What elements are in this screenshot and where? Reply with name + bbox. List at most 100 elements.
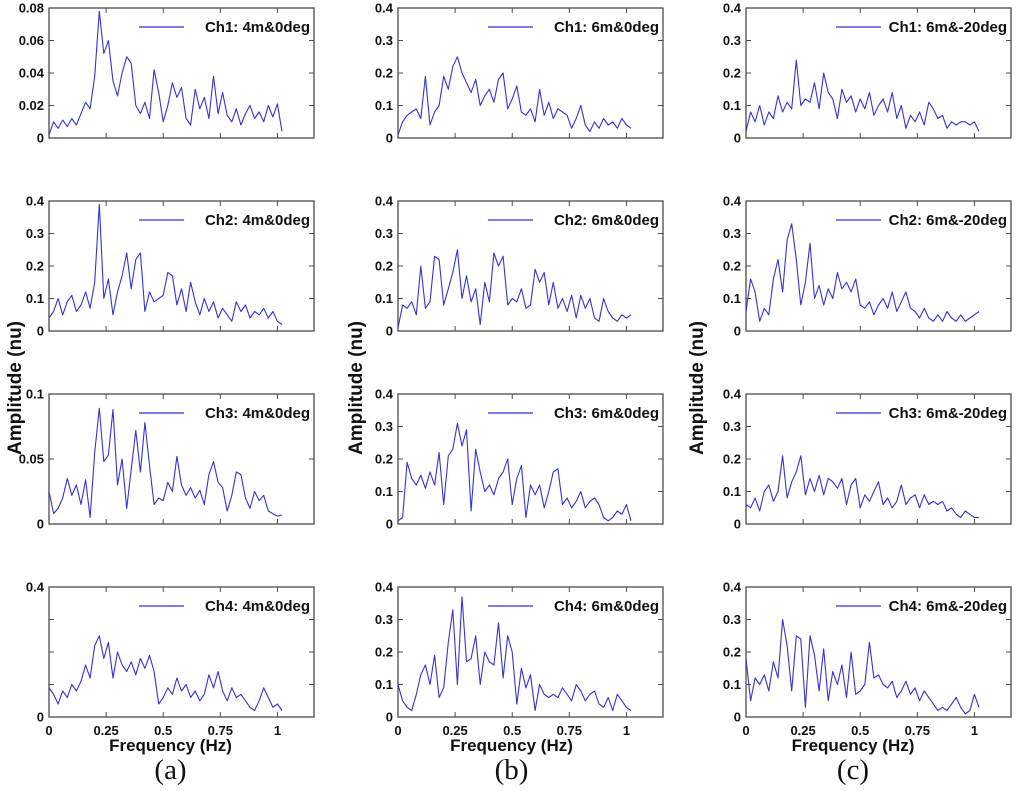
y-tick-label: 0 [734,131,741,146]
subplot-ch2-6m-20deg: 0 0.1 0.2 0.3 0.4 Ch2: 6m&-20deg [723,194,1012,339]
y-tick-label: 0.4 [723,580,742,595]
x-tick-label: 0.75 [208,723,233,738]
y-tick-label: 0 [37,131,44,146]
y-tick-label: 0.2 [26,259,44,274]
y-tick-label: 0 [37,517,44,532]
subplot-slot: 0 0.1 0.2 0.3 0.4 Ch1: 6m&-20deg [682,0,1024,193]
subplot-slot: 0 0.1 0.2 0.3 0.4 Ch2: 6m&0deg [341,193,682,386]
y-tick-label: 0.1 [375,98,393,113]
y-tick-label: 0.4 [723,1,742,16]
x-tick-label: 0 [742,723,749,738]
y-tick-label: 0.3 [375,419,393,434]
subplot-slot: 0 0.1 0.2 0.3 0.4 Ch3: 6m&0deg [341,386,682,579]
y-tick-label: 0.1 [26,291,44,306]
y-tick-label: 0 [386,324,393,339]
subplot-ch1-6m-0deg: 0 0.1 0.2 0.3 0.4 Ch1: 6m&0deg [375,1,664,146]
column-letter-c: (c) [836,754,870,786]
y-tick-label: 0.4 [723,387,742,402]
subplot-slot: 0 0.1 0.2 0.3 0.4 Ch3: 6m&-20deg [682,386,1024,579]
y-tick-label: 0.05 [19,452,44,467]
y-tick-label: 0 [386,131,393,146]
y-tick-label: 0.2 [375,259,393,274]
legend-label: Ch2: 6m&-20deg [889,212,1007,229]
y-tick-label: 0 [37,710,44,725]
y-tick-label: 0.2 [375,645,393,660]
subplot-ch4-4m-0deg: 0 0.25 0.5 0.75 1 0 0.4 Ch4: 4m&0deg [26,580,315,738]
subplot-ch3-6m-0deg: 0 0.1 0.2 0.3 0.4 Ch3: 6m&0deg [375,387,664,532]
legend-label: Ch4: 6m&-20deg [889,598,1007,615]
x-tick-label: 0.75 [557,723,582,738]
x-tick-label: 1 [274,723,281,738]
y-tick-label: 0.04 [19,66,45,81]
subplot-slot: 0 0.1 0.2 0.3 0.4 Ch1: 6m&0deg [341,0,682,193]
y-tick-label: 0 [734,517,741,532]
spectrum-line [745,455,979,519]
spectrum-line [48,203,283,325]
y-tick-label: 0.2 [723,66,741,81]
spectrum-line [48,10,283,135]
y-tick-label: 0.2 [723,645,741,660]
spectrum-line [745,618,980,715]
y-tick-label: 0.4 [375,194,394,209]
x-tick-label: 1 [971,723,978,738]
y-tick-label: 0 [37,324,44,339]
x-tick-label: 0.75 [905,723,930,738]
subplot-ch4-6m-0deg: 0 0.25 0.5 0.75 1 0 0.1 0.2 0.3 0.4 Ch4: 6m&0deg [375,580,664,738]
y-tick-label: 0.1 [375,484,393,499]
subplot-slot: 0 0.25 0.5 0.75 1 0 0.1 0.2 0.3 0.4 Ch4: 6m&-20deg [682,579,1024,791]
spectrum-line [397,249,632,328]
y-tick-label: 0.06 [19,33,44,48]
y-tick-label: 0.1 [26,387,44,402]
y-tick-label: 0.3 [375,612,393,627]
x-tick-label: 0.5 [503,723,521,738]
y-tick-label: 0.4 [375,387,394,402]
y-tick-label: 0.4 [26,580,45,595]
y-tick-label: 0.2 [375,452,393,467]
spectrum-line [397,422,632,522]
legend-label: Ch1: 6m&-20deg [889,19,1007,36]
y-tick-label: 0.3 [375,226,393,241]
subplot-ch1-6m-20deg: 0 0.1 0.2 0.3 0.4 Ch1: 6m&-20deg [723,1,1012,146]
subplot-ch2-4m-0deg: 0 0.1 0.2 0.3 0.4 Ch2: 4m&0deg [26,194,315,339]
y-tick-label: 0.4 [375,1,394,16]
x-axis-label: Frequency (Hz) [791,736,915,755]
figure-column-c: Amplitude (nu) 0 0.1 0.2 0.3 0.4 Ch1: 6m&-20d… [682,0,1024,791]
subplot-ch3-4m-0deg: 0 0.05 0.1 Ch3: 4m&0deg [19,387,315,532]
figure-column-a: Amplitude (nu) 0 0.02 0.04 0.06 0.08 Ch1: 4m&… [0,0,341,791]
subplot-slot: 0 0.1 0.2 0.3 0.4 Ch2: 6m&-20deg [682,193,1024,386]
legend-label: Ch4: 4m&0deg [205,598,310,615]
subplot-ch4-6m-20deg: 0 0.25 0.5 0.75 1 0 0.1 0.2 0.3 0.4 Ch4: 6m&-20deg [723,580,1012,738]
y-tick-label: 0.4 [375,580,394,595]
legend-label: Ch2: 6m&0deg [554,212,659,229]
y-tick-label: 0.3 [723,612,741,627]
legend-label: Ch3: 4m&0deg [205,405,310,422]
x-tick-label: 0.25 [442,723,467,738]
y-tick-label: 0 [386,710,393,725]
subplot-slot: 0 0.1 0.2 0.3 0.4 Ch2: 4m&0deg [0,193,341,386]
subplot-slot: 0 0.25 0.5 0.75 1 0 0.4 Ch4: 4m&0deg [0,579,341,791]
legend-label: Ch2: 4m&0deg [205,212,310,229]
x-tick-label: 0.5 [851,723,869,738]
legend-label: Ch3: 6m&-20deg [889,405,1007,422]
subplot-ch3-6m-20deg: 0 0.1 0.2 0.3 0.4 Ch3: 6m&-20deg [723,387,1012,532]
y-tick-label: 0.3 [375,33,393,48]
subplot-slot: 0 0.25 0.5 0.75 1 0 0.1 0.2 0.3 0.4 Ch4: 6m&0deg [341,579,682,791]
x-tick-label: 0 [45,723,52,738]
legend-label: Ch3: 6m&0deg [554,405,659,422]
spectrum-line [397,596,632,712]
spectrum-line [745,223,980,322]
y-tick-label: 0.1 [723,291,741,306]
spectrum-line [397,56,632,135]
y-tick-label: 0.3 [26,226,44,241]
x-tick-label: 0 [394,723,401,738]
figure-column-b: Amplitude (nu) 0 0.1 0.2 0.3 0.4 Ch1: 6m&0deg… [341,0,682,791]
subplot-ch2-6m-0deg: 0 0.1 0.2 0.3 0.4 Ch2: 6m&0deg [375,194,664,339]
y-tick-label: 0.4 [26,194,45,209]
y-tick-label: 0.2 [723,259,741,274]
y-tick-label: 0.1 [723,98,741,113]
y-tick-label: 0.3 [723,419,741,434]
y-tick-label: 0 [734,710,741,725]
legend-label: Ch1: 6m&0deg [554,19,659,36]
x-axis-label: Frequency (Hz) [109,736,232,755]
